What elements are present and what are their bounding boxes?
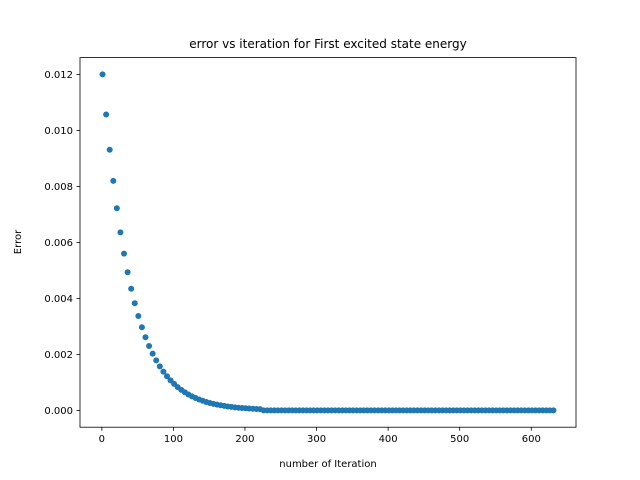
- data-point: [156, 363, 163, 370]
- data-point: [138, 324, 145, 331]
- chart-title: error vs iteration for First excited sta…: [189, 37, 466, 51]
- y-tick-label: 0.010: [44, 126, 73, 137]
- data-point: [99, 71, 106, 78]
- data-point: [163, 373, 170, 380]
- y-tick-label: 0.000: [44, 406, 73, 417]
- data-point: [550, 407, 557, 414]
- data-point: [160, 368, 167, 375]
- y-tick-label: 0.006: [44, 238, 73, 249]
- x-tick-label: 600: [522, 434, 541, 445]
- x-tick-label: 400: [379, 434, 398, 445]
- data-point: [153, 357, 160, 364]
- x-tick-label: 300: [307, 434, 326, 445]
- data-point: [146, 342, 153, 349]
- data-point: [128, 285, 135, 292]
- data-point: [121, 250, 128, 257]
- data-point: [142, 334, 149, 341]
- data-point: [110, 177, 117, 184]
- x-tick-label: 0: [99, 434, 105, 445]
- x-axis-label: number of Iteration: [279, 459, 376, 470]
- y-tick-label: 0.002: [44, 350, 73, 361]
- plot-area: [99, 71, 557, 414]
- data-point: [131, 300, 138, 307]
- y-tick-label: 0.008: [44, 182, 73, 193]
- data-point: [103, 111, 110, 118]
- y-tick-label: 0.004: [44, 294, 73, 305]
- data-point: [135, 313, 142, 320]
- y-axis-label: Error: [13, 229, 24, 254]
- data-point: [149, 350, 156, 357]
- data-point: [117, 229, 124, 236]
- x-tick-label: 100: [164, 434, 183, 445]
- data-point: [106, 146, 113, 153]
- y-tick-label: 0.012: [44, 70, 73, 81]
- x-tick-label: 500: [450, 434, 469, 445]
- x-tick-label: 200: [235, 434, 254, 445]
- data-point: [113, 205, 120, 212]
- data-point: [124, 269, 131, 276]
